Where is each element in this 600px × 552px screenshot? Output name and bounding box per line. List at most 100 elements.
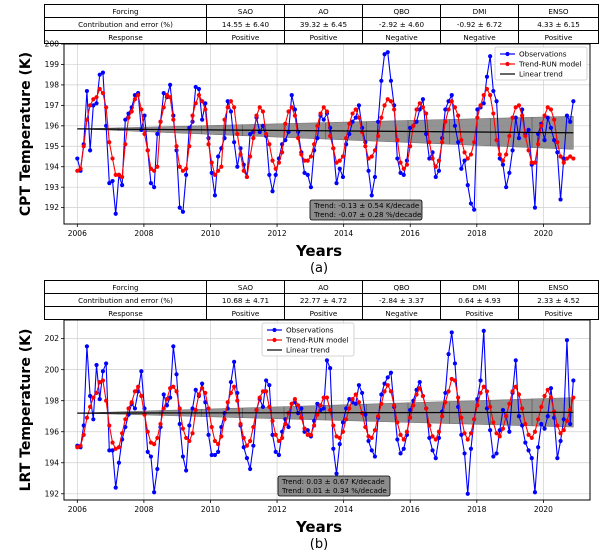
trend-run-model-point bbox=[366, 434, 371, 439]
trend-run-model-point bbox=[273, 432, 278, 437]
trend-run-model-point bbox=[257, 395, 262, 400]
trend-run-model-point bbox=[430, 156, 435, 161]
observations-point bbox=[116, 460, 122, 465]
trend-annotation-box bbox=[277, 475, 391, 497]
trend-run-model-point bbox=[251, 135, 256, 141]
trend-run-model-point bbox=[500, 158, 506, 163]
trend-run-model-point bbox=[273, 166, 278, 171]
observations-point bbox=[427, 156, 432, 161]
trend-run-model-point bbox=[107, 140, 112, 145]
observations-point bbox=[168, 395, 173, 400]
trend-run-model-point bbox=[542, 393, 547, 399]
trend-run-model-point bbox=[196, 392, 202, 397]
trend-run-model-point bbox=[459, 415, 464, 420]
observations-point bbox=[408, 407, 413, 413]
trend-run-model-point bbox=[206, 406, 211, 411]
trend-run-model-point bbox=[318, 403, 323, 408]
trend-run-model-point bbox=[337, 435, 342, 441]
observations-point bbox=[484, 406, 490, 411]
y-tick-label: 194 bbox=[45, 458, 60, 467]
trend-run-model-point bbox=[369, 435, 374, 441]
observations-point bbox=[420, 97, 426, 102]
x-axis-title: Years bbox=[295, 242, 342, 260]
trend-run-model-point bbox=[232, 384, 237, 389]
trend-run-model-point bbox=[200, 386, 205, 391]
observations-point bbox=[494, 451, 499, 456]
trend-run-model-point bbox=[171, 384, 176, 389]
observations-point bbox=[286, 424, 291, 430]
trend-run-model-point bbox=[337, 158, 342, 163]
observations-point bbox=[270, 432, 275, 437]
trend-run-model-point bbox=[497, 434, 502, 439]
trend-run-model-point bbox=[561, 428, 566, 433]
observations-point bbox=[500, 162, 506, 167]
trend-run-model-point bbox=[308, 432, 314, 437]
trend-run-model-point bbox=[296, 403, 301, 408]
observations-point bbox=[513, 358, 518, 363]
observations-point bbox=[347, 397, 352, 402]
observations-point bbox=[468, 201, 474, 206]
observations-point bbox=[564, 338, 570, 343]
observations-point bbox=[196, 86, 202, 92]
trend-run-model-point bbox=[139, 393, 144, 399]
table-cell: Negative bbox=[362, 306, 441, 320]
trend-run-model-point bbox=[91, 395, 96, 400]
trend-run-model-point bbox=[190, 113, 195, 118]
observations-point bbox=[260, 123, 266, 128]
observations-point bbox=[356, 383, 362, 388]
y-tick-label: 192 bbox=[45, 489, 60, 498]
trend-run-model-point bbox=[376, 133, 381, 139]
trend-run-model-point bbox=[401, 166, 406, 171]
trend-run-model-point bbox=[520, 113, 525, 118]
observations-point bbox=[75, 156, 80, 161]
observations-point bbox=[465, 491, 470, 496]
trend-run-model-point bbox=[420, 393, 426, 399]
trend-run-model-point bbox=[203, 107, 208, 112]
observations-point bbox=[315, 401, 320, 406]
trend-run-model-point bbox=[152, 168, 157, 173]
observations-point bbox=[168, 82, 173, 88]
trend-run-model-point bbox=[235, 131, 240, 137]
trend-run-model-point bbox=[478, 390, 483, 396]
observations-point bbox=[504, 185, 509, 190]
trend-run-model-point bbox=[174, 144, 179, 149]
observations-point bbox=[321, 406, 326, 411]
trend-run-model-point bbox=[267, 142, 272, 147]
observations-point bbox=[452, 361, 458, 366]
x-tick-label: 2018 bbox=[467, 505, 486, 514]
observations-point bbox=[433, 456, 438, 461]
observations-point bbox=[520, 423, 525, 428]
observations-point bbox=[356, 103, 362, 108]
x-tick-label: 2010 bbox=[201, 229, 220, 238]
trend-run-model-point bbox=[145, 148, 150, 153]
observations-point bbox=[532, 205, 538, 210]
observations-point bbox=[398, 451, 403, 456]
observations-point bbox=[267, 383, 272, 388]
trend-run-model-point bbox=[276, 160, 282, 165]
trend-run-model-point bbox=[107, 423, 112, 428]
observations-point bbox=[340, 174, 346, 180]
trend-run-model-point bbox=[75, 445, 80, 450]
observations-point bbox=[571, 99, 576, 104]
trend-run-model-point bbox=[270, 158, 275, 163]
trend-run-model-point bbox=[289, 401, 294, 406]
trend-run-model-point bbox=[177, 406, 182, 411]
observations-point bbox=[488, 54, 493, 59]
trend-run-model-point bbox=[219, 164, 224, 169]
observations-point bbox=[500, 407, 506, 413]
observations-point bbox=[132, 406, 138, 411]
trend-run-model-point bbox=[315, 123, 320, 128]
trend-run-model-point bbox=[305, 432, 310, 437]
trend-annotation-pct: Trend: 0.01 ± 0.34 %/decade bbox=[281, 486, 387, 495]
observations-point bbox=[152, 490, 157, 495]
observations-point bbox=[164, 403, 170, 408]
trend-run-model-point bbox=[190, 431, 195, 436]
observations-point bbox=[395, 437, 400, 442]
legend-entry: Trend-RUN model bbox=[285, 336, 349, 345]
trend-run-model-point bbox=[168, 95, 173, 100]
observations-point bbox=[142, 113, 147, 118]
trend-run-model-point bbox=[222, 117, 227, 122]
trend-run-model-point bbox=[305, 158, 310, 163]
trend-run-model-point bbox=[78, 166, 83, 171]
trend-run-model-point bbox=[462, 150, 467, 155]
